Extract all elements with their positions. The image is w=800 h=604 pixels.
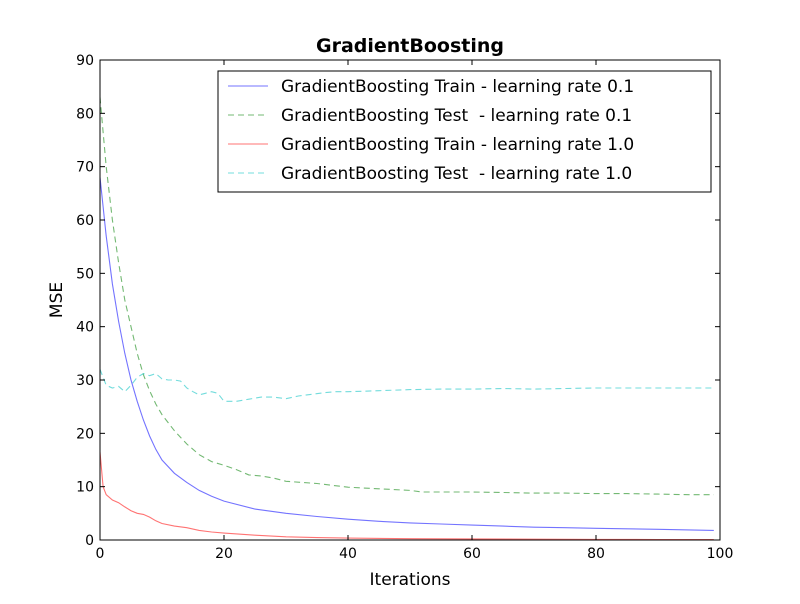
y-tick-label: 60 — [76, 213, 94, 229]
x-tick-label: 20 — [215, 546, 233, 562]
y-tick-label: 80 — [76, 106, 94, 122]
chart-title: GradientBoosting — [316, 35, 504, 57]
series-line-2 — [100, 97, 714, 496]
y-tick-label: 90 — [76, 53, 94, 69]
series-line-3 — [100, 451, 714, 540]
axes: 0 20 40 60 80 100 0 10 20 30 40 50 60 70 80 90 — [76, 53, 733, 562]
y-tick-label: 20 — [76, 426, 94, 442]
plot-area — [100, 97, 714, 540]
x-tick-label: 40 — [339, 546, 357, 562]
x-tick-label: 0 — [96, 546, 105, 562]
series-line-1 — [100, 177, 714, 531]
legend-label-1: GradientBoosting Train - learning rate 0… — [281, 77, 634, 97]
legend: GradientBoosting Train - learning rate 0… — [217, 70, 712, 193]
y-tick-label: 10 — [76, 480, 94, 496]
series-line-4 — [100, 369, 714, 402]
y-tick-label: 70 — [76, 160, 94, 176]
x-axis-label: Iterations — [370, 570, 451, 590]
x-tick-label: 60 — [463, 546, 481, 562]
plot-frame — [99, 59, 721, 541]
legend-label-3: GradientBoosting Train - learning rate 1… — [281, 135, 634, 155]
legend-box — [217, 70, 712, 193]
x-tick-label: 100 — [707, 546, 734, 562]
y-tick-label: 50 — [76, 266, 94, 282]
y-tick-label: 30 — [76, 373, 94, 389]
legend-label-4: GradientBoosting Test - learning rate 1.… — [281, 164, 632, 184]
y-tick-label: 40 — [76, 320, 94, 336]
legend-label-2: GradientBoosting Test - learning rate 0.… — [281, 106, 632, 126]
x-tick-label: 80 — [587, 546, 605, 562]
y-axis-label: MSE — [47, 282, 67, 318]
y-tick-label: 0 — [85, 533, 94, 549]
